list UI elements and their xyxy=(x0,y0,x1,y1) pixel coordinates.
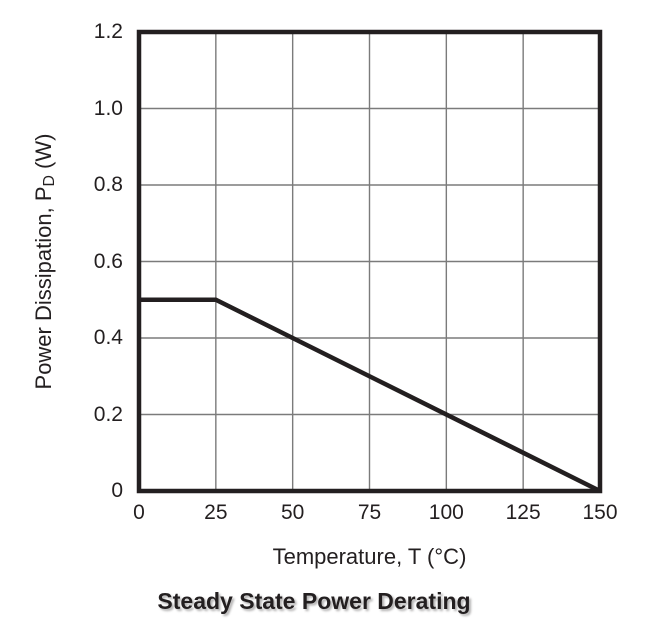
derating-curve xyxy=(139,297,602,494)
x-axis-label: Temperature, T (°C) xyxy=(272,544,467,569)
y-axis-label-text: Power Dissipation, P xyxy=(31,186,56,390)
x-tick-label: 75 xyxy=(357,501,382,524)
y-tick-label: 0.8 xyxy=(93,173,123,196)
y-tick-label: 0.6 xyxy=(93,249,123,273)
y-axis-label: Power Dissipation, PD (W) xyxy=(24,32,64,491)
x-tick-label: 25 xyxy=(204,501,228,524)
y-tick-label: 1.0 xyxy=(93,96,123,120)
x-tick-label: 0 xyxy=(133,501,145,524)
x-tick-label: 100 xyxy=(428,501,464,524)
x-tick-label: 50 xyxy=(280,501,305,524)
chart-title: Steady State Power Derating xyxy=(157,588,471,614)
x-tick-label: 150 xyxy=(582,501,618,524)
plot-area xyxy=(136,29,603,494)
y-tick-label: 0.4 xyxy=(93,326,123,349)
x-tick-label: 125 xyxy=(505,501,541,524)
plot-border xyxy=(136,29,603,494)
gridlines xyxy=(139,32,600,491)
y-tick-label: 0.2 xyxy=(93,402,123,426)
y-axis-label-subscript: D xyxy=(40,175,58,187)
y-axis-label-units: (W) xyxy=(31,133,56,176)
y-tick-label: 1.2 xyxy=(93,20,123,43)
y-tick-label: 0 xyxy=(111,479,123,502)
